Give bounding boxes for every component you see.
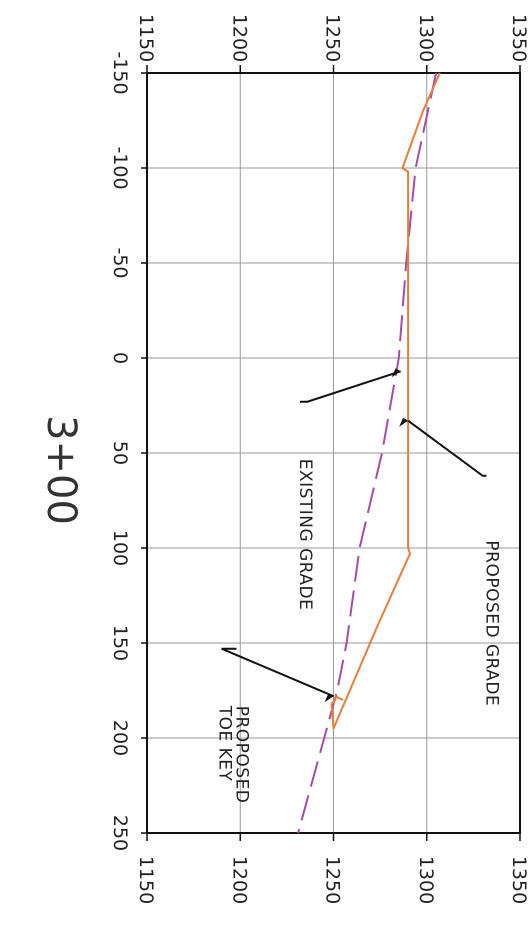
elevation-axis-top: 1150 1200 1250 1300 1350 — [135, 14, 529, 62]
annotation-label: PROPOSED GRADE — [481, 540, 501, 706]
offset-tick-label: 100 — [109, 530, 131, 566]
annotation-label: PROPOSED — [232, 706, 252, 804]
offset-tick-label: -50 — [109, 247, 131, 278]
elevation-tick-label: 1200 — [228, 14, 250, 62]
elevation-tick-label: 1250 — [322, 856, 344, 904]
elevation-axis-bottom: 1150 1200 1250 1300 1350 — [135, 856, 529, 904]
offset-tick-label: 50 — [109, 441, 131, 465]
elevation-tick-label: 1350 — [508, 856, 529, 904]
offset-tick-label: 150 — [109, 625, 131, 661]
offset-axis-labels: -150 -100 -50 0 50 100 150 200 250 — [109, 51, 131, 851]
leader-arrowhead — [399, 417, 409, 427]
grid-lines — [141, 65, 521, 841]
elevation-tick-label: 1200 — [228, 856, 250, 904]
plot-frame — [146, 72, 521, 834]
elevation-tick-label: 1150 — [135, 856, 157, 904]
leader-arrowhead — [324, 693, 334, 703]
leader-line — [299, 370, 401, 403]
elevation-tick-label: 1300 — [415, 856, 437, 904]
proposed-grade-line — [330, 72, 441, 730]
leader-line — [221, 647, 334, 698]
annotation-label: EXISTING GRADE — [295, 459, 315, 611]
station-label: 3+00 — [38, 415, 84, 525]
elevation-tick-label: 1300 — [415, 14, 437, 62]
leader-arrowhead — [391, 368, 401, 378]
leader-line — [407, 419, 487, 477]
annotations: EXISTING GRADE PROPOSED GRADE PROPOSEDTOE … — [215, 368, 501, 804]
offset-tick-label: -150 — [109, 51, 131, 94]
existing-grade-line — [297, 72, 438, 834]
elevation-tick-label: 1150 — [135, 14, 157, 62]
offset-tick-label: 0 — [109, 352, 131, 364]
grade-lines — [297, 72, 441, 834]
offset-tick-label: 250 — [109, 815, 131, 851]
annotation-label-line2: TOE KEY — [215, 705, 235, 782]
elevation-tick-label: 1250 — [322, 14, 344, 62]
elevation-tick-label: 1350 — [508, 14, 529, 62]
offset-tick-label: -100 — [109, 146, 131, 189]
offset-tick-label: 200 — [109, 720, 131, 756]
